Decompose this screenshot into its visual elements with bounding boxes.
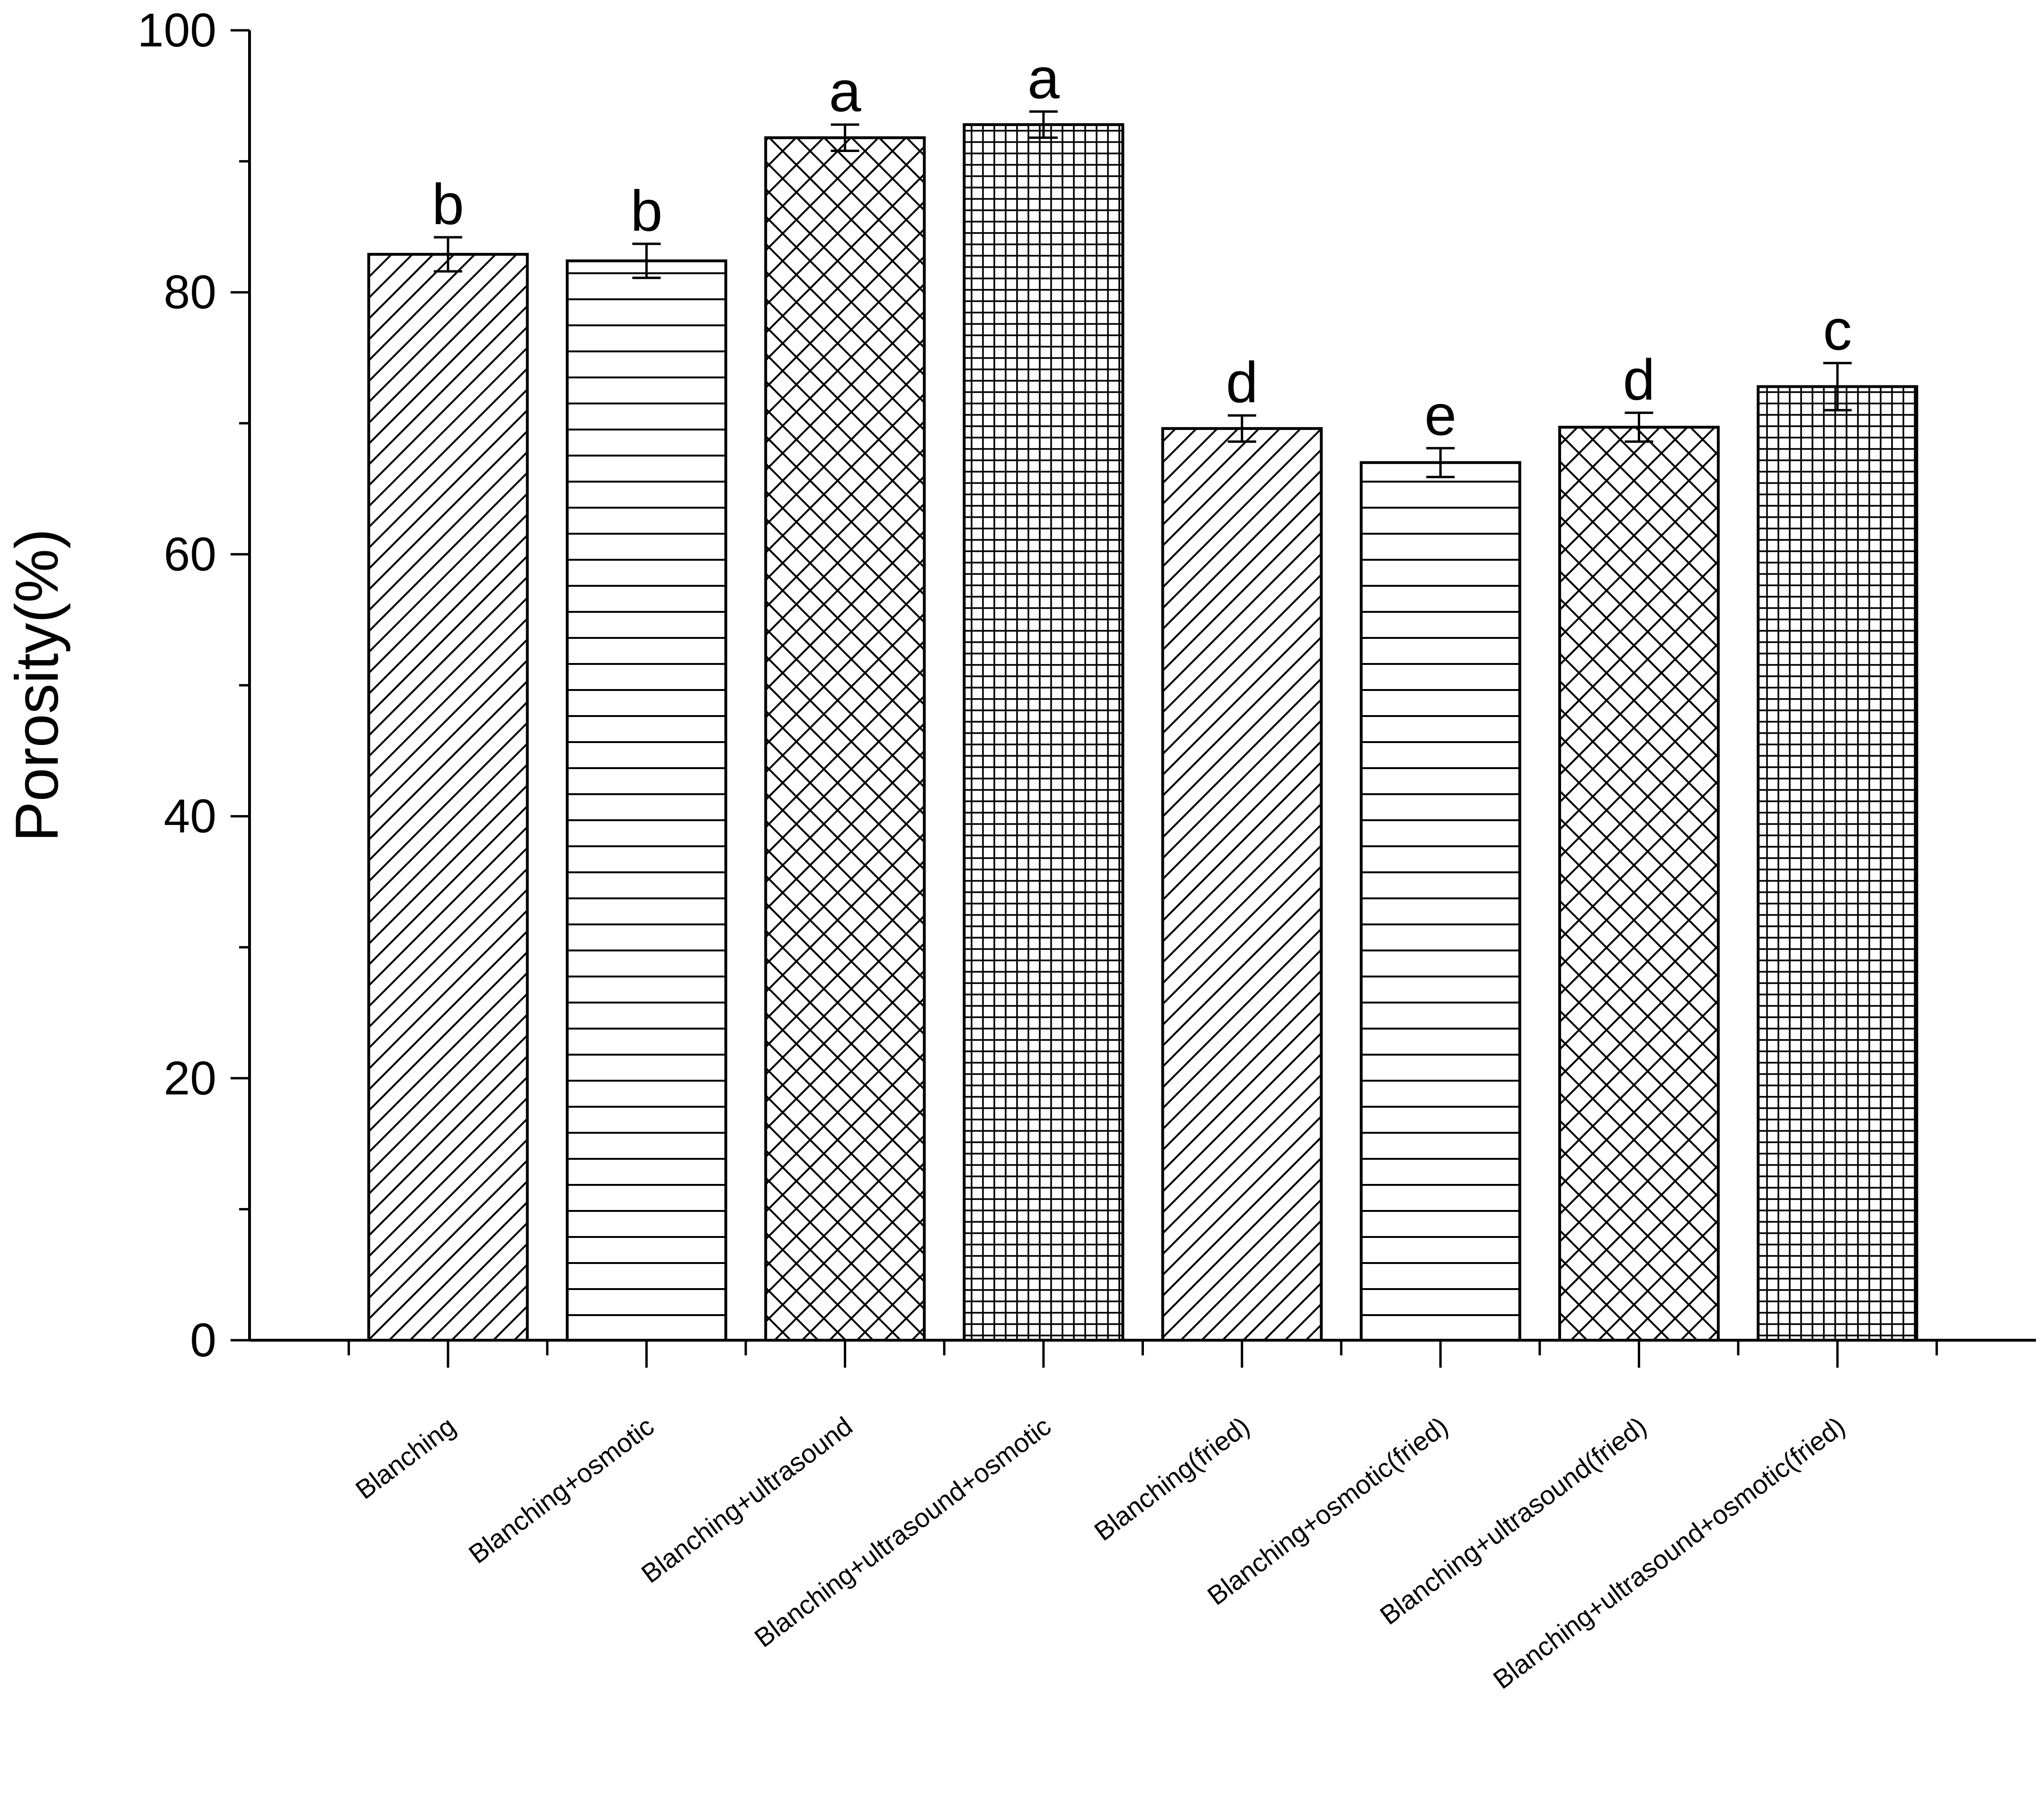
- x-tick-label: Blanching+ultrasound+osmotic(fried): [1488, 1411, 1850, 1694]
- y-tick-label: 20: [164, 1052, 216, 1105]
- bar: [764, 136, 926, 1342]
- x-tick-label: Blanching(fried): [1089, 1411, 1255, 1546]
- y-tick-label: 80: [164, 266, 216, 319]
- bar: [565, 259, 727, 1342]
- significance-letter: a: [829, 59, 861, 124]
- significance-letter: e: [1424, 383, 1456, 447]
- significance-letter: b: [432, 172, 464, 236]
- y-axis-label: Porosity(%): [3, 529, 71, 842]
- bar: [1359, 461, 1521, 1342]
- bar: [1161, 427, 1323, 1342]
- x-tick-label: Blanching+osmotic: [463, 1411, 660, 1569]
- bar: [1757, 385, 1919, 1342]
- y-tick-label: 40: [164, 790, 216, 843]
- significance-letter: d: [1623, 348, 1655, 412]
- y-tick-label: 0: [190, 1314, 216, 1367]
- bar: [367, 252, 529, 1342]
- x-tick-label: Blanching: [350, 1411, 461, 1505]
- x-tick-label: Blanching+ultrasound: [636, 1411, 858, 1588]
- significance-letter: a: [1027, 46, 1060, 110]
- bar: [1558, 426, 1720, 1342]
- significance-letter: b: [631, 179, 663, 243]
- significance-letter: d: [1226, 350, 1258, 414]
- significance-letter: c: [1823, 298, 1852, 362]
- y-tick-label: 100: [137, 4, 216, 57]
- bar: [963, 123, 1125, 1342]
- y-tick-label: 60: [164, 528, 216, 581]
